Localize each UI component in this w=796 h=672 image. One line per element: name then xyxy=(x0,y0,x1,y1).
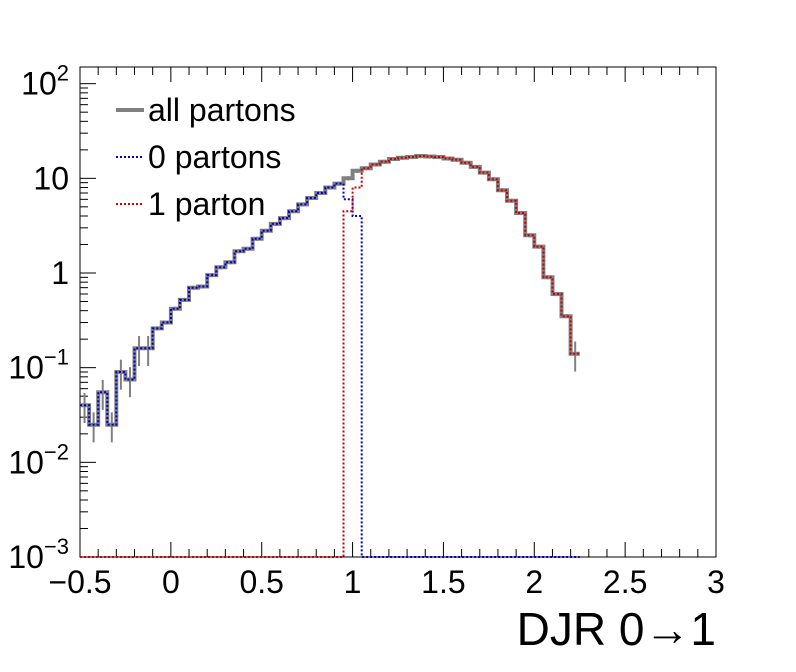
y-tick-exponent: 2 xyxy=(57,61,69,86)
y-tick-base: 10 xyxy=(8,444,44,480)
x-tick-label: 2.5 xyxy=(603,564,647,600)
y-tick-exponent: −3 xyxy=(44,534,69,559)
y-tick-base: 10 xyxy=(33,160,69,196)
y-tick-label: 10−2 xyxy=(8,439,69,480)
x-tick-label: 1 xyxy=(344,564,362,600)
y-tick-base: 10 xyxy=(8,350,44,386)
x-tick-label: 1.5 xyxy=(421,564,465,600)
y-tick-base: 1 xyxy=(51,255,69,291)
y-tick-label: 10 xyxy=(33,160,69,196)
y-tick-label: 10−1 xyxy=(8,345,69,386)
y-tick-base: 10 xyxy=(8,539,44,575)
x-axis-ticks: −0.5 0 0.5 1 1.5 2 2.5 3 xyxy=(48,67,725,600)
y-tick-base: 10 xyxy=(21,66,57,102)
plot-frame xyxy=(79,66,717,558)
y-tick-exponent: −2 xyxy=(44,439,69,464)
y-tick-label: 102 xyxy=(21,61,69,102)
legend-label: 1 parton xyxy=(148,186,265,222)
legend-label: 0 partons xyxy=(148,139,281,175)
legend-label: all partons xyxy=(148,92,296,128)
legend: all partons 0 partons 1 parton xyxy=(116,92,296,222)
x-axis-label: DJR 0→1 xyxy=(517,603,716,655)
x-tick-label: 0.5 xyxy=(239,564,283,600)
x-tick-label: 2 xyxy=(525,564,543,600)
y-tick-exponent: −1 xyxy=(44,345,69,370)
x-tick-label: 3 xyxy=(707,564,725,600)
y-tick-label: 10−3 xyxy=(8,534,69,575)
x-tick-label: 0 xyxy=(162,564,180,600)
y-tick-label: 1 xyxy=(51,255,69,291)
series-line-0-partons xyxy=(80,182,580,558)
x-tick-label: −0.5 xyxy=(48,564,111,600)
series-layer xyxy=(80,154,580,558)
